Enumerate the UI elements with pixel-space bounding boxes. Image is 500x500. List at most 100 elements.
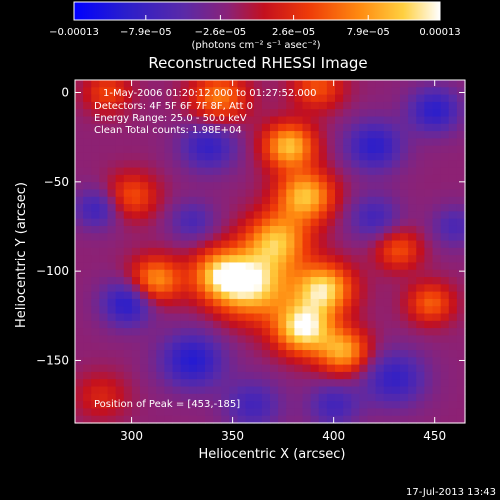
heatmap-cell	[180, 152, 190, 161]
heatmap-cell	[91, 415, 100, 424]
heatmap-cell	[148, 218, 157, 227]
heatmap-cell	[302, 167, 312, 176]
heatmap-cell	[286, 204, 295, 212]
heatmap-cell	[375, 335, 385, 344]
heatmap-cell	[270, 189, 279, 198]
heatmap-cell	[383, 174, 393, 183]
heatmap-cell	[91, 328, 100, 337]
heatmap-cell	[180, 109, 190, 118]
heatmap-cell	[294, 386, 304, 395]
heatmap-cell	[237, 247, 247, 256]
heatmap-cell	[424, 218, 434, 227]
heatmap-cell	[99, 160, 109, 169]
heatmap-cell	[408, 298, 417, 307]
heatmap-cell	[440, 80, 450, 88]
heatmap-cell	[310, 291, 320, 300]
heatmap-cell	[440, 131, 450, 139]
heatmap-cell	[326, 313, 336, 322]
heatmap-cell	[123, 342, 133, 351]
heatmap-cell	[213, 116, 222, 125]
heatmap-cell	[270, 386, 279, 395]
heatmap-cell	[196, 240, 206, 249]
heatmap-cell	[205, 123, 214, 132]
heatmap-cell	[440, 116, 450, 125]
heatmap-cell	[156, 145, 165, 154]
heatmap-cell	[343, 350, 352, 358]
heatmap-cell	[310, 225, 320, 234]
heatmap-cell	[408, 94, 417, 103]
heatmap-cell	[408, 342, 417, 351]
heatmap-cell	[123, 298, 133, 307]
heatmap-cell	[432, 313, 442, 322]
heatmap-cell	[188, 80, 198, 88]
heatmap-cell	[408, 277, 417, 285]
heatmap-cell	[221, 357, 230, 366]
heatmap-cell	[156, 335, 165, 344]
heatmap-cell	[123, 269, 133, 278]
heatmap-cell	[448, 160, 458, 169]
heatmap-cell	[326, 131, 336, 139]
heatmap-cell	[148, 401, 157, 410]
heatmap-cell	[391, 94, 401, 103]
heatmap-cell	[180, 94, 190, 103]
heatmap-cell	[326, 218, 336, 227]
heatmap-cell	[383, 116, 393, 125]
heatmap-cell	[115, 152, 125, 161]
heatmap-cell	[400, 306, 409, 315]
heatmap-cell	[432, 247, 442, 256]
heatmap-cell	[375, 408, 385, 417]
heatmap-cell	[261, 174, 271, 183]
heatmap-cell	[416, 123, 425, 132]
heatmap-cell	[400, 160, 409, 169]
heatmap-cell	[131, 123, 141, 132]
heatmap-cell	[294, 328, 304, 337]
heatmap-cell	[424, 335, 434, 344]
heatmap-cell	[270, 269, 279, 278]
heatmap-cell	[424, 320, 434, 329]
heatmap-cell	[400, 196, 409, 205]
heatmap-cell	[408, 174, 417, 183]
heatmap-cell	[115, 145, 125, 154]
heatmap-cell	[335, 189, 344, 198]
heatmap-cell	[456, 211, 466, 220]
heatmap-cell	[335, 182, 344, 191]
heatmap-cell	[245, 240, 255, 249]
heatmap-cell	[253, 298, 263, 307]
heatmap-cell	[440, 335, 450, 344]
heatmap-cell	[205, 269, 214, 278]
heatmap-cell	[221, 109, 230, 118]
heatmap-cell	[456, 313, 466, 322]
heatmap-cell	[172, 357, 182, 366]
heatmap-cell	[131, 225, 141, 234]
heatmap-cell	[400, 277, 409, 285]
heatmap-cell	[253, 204, 263, 212]
heatmap-cell	[229, 255, 239, 264]
heatmap-cell	[400, 131, 409, 139]
heatmap-cell	[91, 386, 100, 395]
heatmap-cell	[75, 225, 84, 234]
heatmap-cell	[107, 247, 117, 256]
heatmap-cell	[375, 284, 385, 293]
heatmap-cell	[286, 291, 295, 300]
heatmap-cell	[416, 138, 425, 147]
colorbar-frame	[73, 1, 441, 21]
heatmap-cell	[440, 218, 450, 227]
heatmap-cell	[140, 342, 149, 351]
heatmap-cell	[75, 313, 84, 322]
heatmap-cell	[156, 408, 165, 417]
heatmap-cell	[140, 328, 149, 337]
heatmap-cell	[294, 269, 304, 278]
heatmap-cell	[205, 320, 214, 329]
heatmap-cell	[400, 211, 409, 220]
heatmap-cell	[123, 189, 133, 198]
heatmap-cell	[310, 123, 320, 132]
heatmap-cell	[261, 204, 271, 212]
heatmap-cell	[448, 284, 458, 293]
heatmap-cell	[131, 160, 141, 169]
heatmap-cell	[286, 196, 295, 205]
heatmap-cell	[75, 342, 84, 351]
heatmap-cell	[261, 160, 271, 169]
heatmap-cell	[188, 240, 198, 249]
heatmap-cell	[302, 335, 312, 344]
heatmap-cell	[359, 152, 369, 161]
